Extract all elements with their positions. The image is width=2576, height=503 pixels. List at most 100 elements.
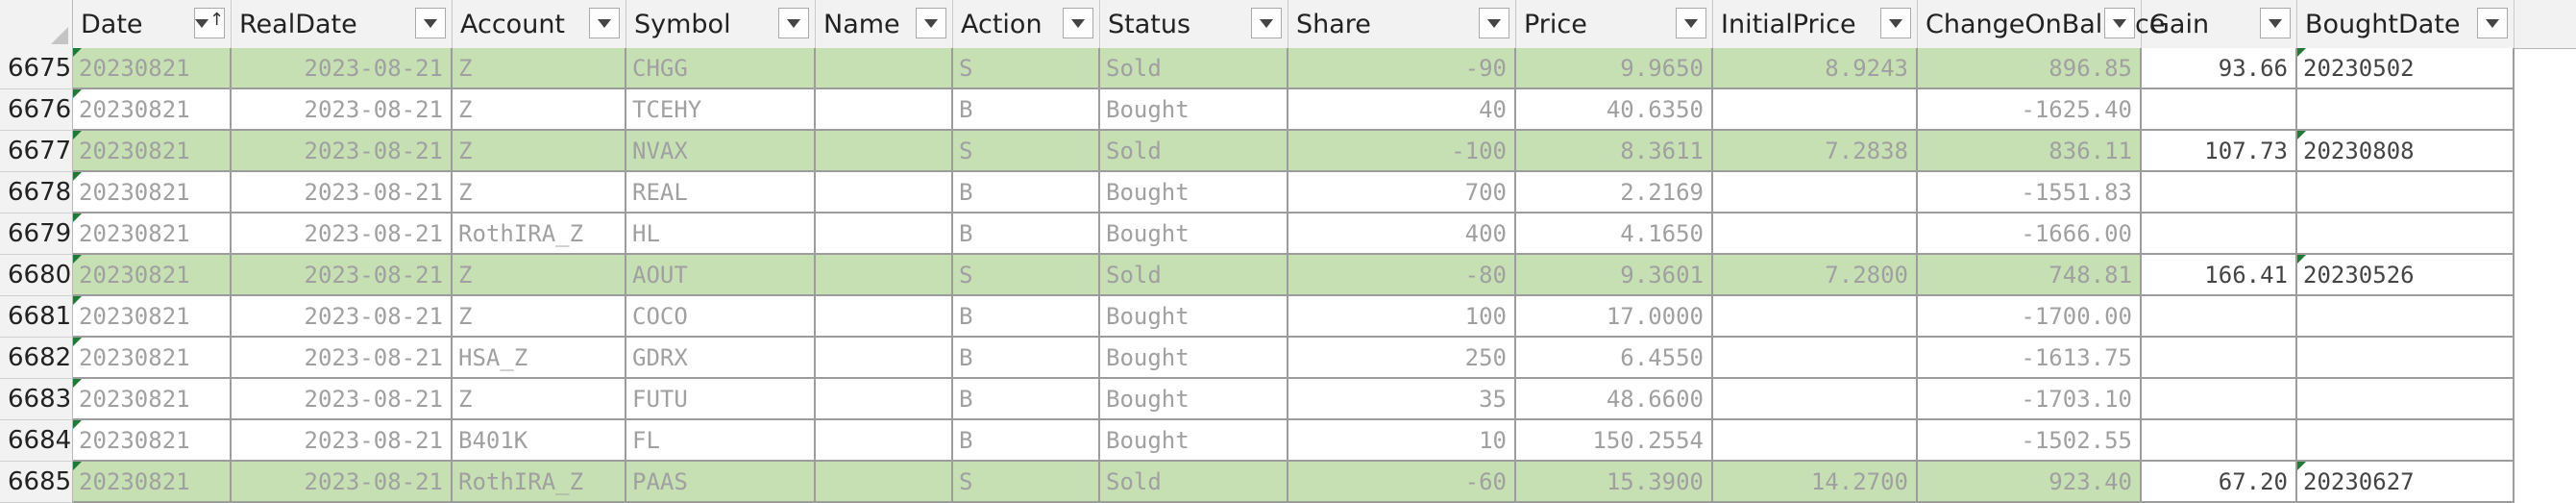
cell-action[interactable]: S xyxy=(953,48,1100,89)
cell-symbol[interactable]: PAAS xyxy=(626,462,816,503)
cell-symbol[interactable]: FUTU xyxy=(626,379,816,420)
cell-changeonbalance[interactable]: 896.85 xyxy=(1918,48,2142,89)
cell-action[interactable]: B xyxy=(953,379,1100,420)
cell-account[interactable]: Z xyxy=(453,89,626,131)
column-header-share[interactable]: Share xyxy=(1288,0,1516,48)
cell-name[interactable] xyxy=(816,420,953,462)
cell-name[interactable] xyxy=(816,462,953,503)
cell-share[interactable]: 250 xyxy=(1288,338,1516,379)
cell-date[interactable]: 20230821 xyxy=(73,172,232,214)
row-number[interactable]: 6682 xyxy=(0,338,73,379)
cell-initialprice[interactable] xyxy=(1713,296,1918,338)
cell-date[interactable]: 20230821 xyxy=(73,462,232,503)
cell-initialprice[interactable] xyxy=(1713,172,1918,214)
cell-date[interactable]: 20230821 xyxy=(73,255,232,296)
cell-name[interactable] xyxy=(816,296,953,338)
cell-account[interactable]: HSA_Z xyxy=(453,338,626,379)
cell-changeonbalance[interactable]: -1700.00 xyxy=(1918,296,2142,338)
filter-dropdown-button[interactable] xyxy=(415,8,446,38)
column-header-status[interactable]: Status xyxy=(1100,0,1288,48)
column-header-name[interactable]: Name xyxy=(816,0,953,48)
cell-date[interactable]: 20230821 xyxy=(73,296,232,338)
cell-date[interactable]: 20230821 xyxy=(73,214,232,255)
cell-boughtdate[interactable]: 20230502 xyxy=(2297,48,2515,89)
cell-status[interactable]: Bought xyxy=(1100,172,1288,214)
cell-changeonbalance[interactable]: -1666.00 xyxy=(1918,214,2142,255)
cell-gain[interactable] xyxy=(2142,338,2297,379)
cell-price[interactable]: 40.6350 xyxy=(1516,89,1713,131)
cell-symbol[interactable]: FL xyxy=(626,420,816,462)
row-number[interactable]: 6677 xyxy=(0,131,73,172)
filter-dropdown-button[interactable] xyxy=(1676,8,1706,38)
cell-gain[interactable] xyxy=(2142,172,2297,214)
cell-symbol[interactable]: HL xyxy=(626,214,816,255)
column-header-date[interactable]: Date ↑ xyxy=(73,0,232,48)
cell-price[interactable]: 150.2554 xyxy=(1516,420,1713,462)
cell-status[interactable]: Sold xyxy=(1100,462,1288,503)
cell-name[interactable] xyxy=(816,172,953,214)
cell-share[interactable]: 700 xyxy=(1288,172,1516,214)
cell-share[interactable]: 400 xyxy=(1288,214,1516,255)
cell-action[interactable]: S xyxy=(953,255,1100,296)
cell-gain[interactable]: 67.20 xyxy=(2142,462,2297,503)
column-header-price[interactable]: Price xyxy=(1516,0,1713,48)
cell-share[interactable]: 10 xyxy=(1288,420,1516,462)
cell-gain[interactable] xyxy=(2142,214,2297,255)
row-number[interactable]: 6681 xyxy=(0,296,73,338)
cell-realdate[interactable]: 2023-08-21 xyxy=(232,379,453,420)
cell-price[interactable]: 17.0000 xyxy=(1516,296,1713,338)
cell-price[interactable]: 48.6600 xyxy=(1516,379,1713,420)
cell-status[interactable]: Sold xyxy=(1100,48,1288,89)
cell-initialprice[interactable]: 14.2700 xyxy=(1713,462,1918,503)
column-header-account[interactable]: Account xyxy=(453,0,626,48)
cell-name[interactable] xyxy=(816,338,953,379)
cell-realdate[interactable]: 2023-08-21 xyxy=(232,48,453,89)
cell-share[interactable]: -80 xyxy=(1288,255,1516,296)
filter-dropdown-button[interactable] xyxy=(1063,8,1093,38)
row-number[interactable]: 6676 xyxy=(0,89,73,131)
cell-price[interactable]: 2.2169 xyxy=(1516,172,1713,214)
cell-boughtdate[interactable] xyxy=(2297,338,2515,379)
row-number[interactable]: 6675 xyxy=(0,48,73,89)
cell-name[interactable] xyxy=(816,255,953,296)
cell-boughtdate[interactable] xyxy=(2297,296,2515,338)
cell-price[interactable]: 9.9650 xyxy=(1516,48,1713,89)
cell-gain[interactable] xyxy=(2142,296,2297,338)
cell-boughtdate[interactable]: 20230627 xyxy=(2297,462,2515,503)
cell-realdate[interactable]: 2023-08-21 xyxy=(232,255,453,296)
cell-gain[interactable]: 166.41 xyxy=(2142,255,2297,296)
cell-status[interactable]: Sold xyxy=(1100,255,1288,296)
cell-realdate[interactable]: 2023-08-21 xyxy=(232,131,453,172)
cell-name[interactable] xyxy=(816,89,953,131)
cell-realdate[interactable]: 2023-08-21 xyxy=(232,462,453,503)
cell-changeonbalance[interactable]: -1502.55 xyxy=(1918,420,2142,462)
cell-boughtdate[interactable]: 20230526 xyxy=(2297,255,2515,296)
cell-date[interactable]: 20230821 xyxy=(73,420,232,462)
cell-action[interactable]: S xyxy=(953,131,1100,172)
cell-initialprice[interactable]: 7.2800 xyxy=(1713,255,1918,296)
cell-initialprice[interactable] xyxy=(1713,379,1918,420)
cell-boughtdate[interactable] xyxy=(2297,172,2515,214)
cell-changeonbalance[interactable]: -1551.83 xyxy=(1918,172,2142,214)
cell-status[interactable]: Bought xyxy=(1100,214,1288,255)
cell-realdate[interactable]: 2023-08-21 xyxy=(232,214,453,255)
cell-realdate[interactable]: 2023-08-21 xyxy=(232,420,453,462)
filter-dropdown-button[interactable] xyxy=(1880,8,1911,38)
cell-gain[interactable] xyxy=(2142,420,2297,462)
cell-account[interactable]: RothIRA_Z xyxy=(453,214,626,255)
filter-dropdown-button[interactable] xyxy=(2260,8,2291,38)
select-all-corner[interactable] xyxy=(0,0,73,48)
cell-account[interactable]: RothIRA_Z xyxy=(453,462,626,503)
column-header-changeonbalance[interactable]: ChangeOnBalance xyxy=(1918,0,2165,48)
row-number[interactable]: 6684 xyxy=(0,420,73,462)
cell-account[interactable]: Z xyxy=(453,255,626,296)
filter-dropdown-button[interactable] xyxy=(778,8,809,38)
cell-date[interactable]: 20230821 xyxy=(73,379,232,420)
cell-changeonbalance[interactable]: 836.11 xyxy=(1918,131,2142,172)
cell-action[interactable]: B xyxy=(953,420,1100,462)
row-number[interactable]: 6685 xyxy=(0,462,73,503)
cell-status[interactable]: Bought xyxy=(1100,379,1288,420)
cell-changeonbalance[interactable]: 748.81 xyxy=(1918,255,2142,296)
cell-boughtdate[interactable]: 20230808 xyxy=(2297,131,2515,172)
cell-name[interactable] xyxy=(816,379,953,420)
